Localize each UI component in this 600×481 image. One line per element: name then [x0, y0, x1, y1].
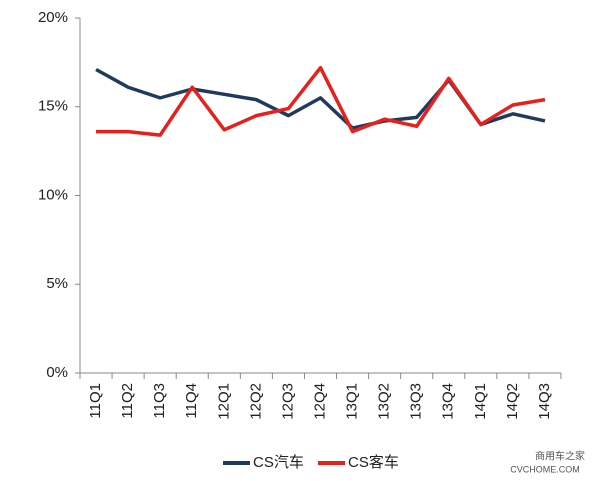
x-tick-label: 12Q3	[279, 383, 296, 420]
y-tick-label: 20%	[38, 9, 68, 26]
y-tick-label: 15%	[38, 98, 68, 115]
x-tick-label: 13Q1	[344, 383, 361, 420]
x-tick-label: 14Q2	[504, 383, 521, 420]
x-tick-label: 13Q3	[408, 383, 425, 420]
x-tick-label: 13Q4	[440, 383, 457, 420]
y-tick-label: 0%	[46, 364, 68, 381]
x-tick-label: 13Q2	[376, 383, 393, 420]
watermark-brand: 商用车之家	[535, 450, 585, 463]
x-tick-label: 12Q4	[311, 383, 328, 420]
legend-label: CS客车	[348, 454, 399, 471]
x-tick-label: 12Q2	[247, 383, 264, 420]
x-tick-label: 14Q3	[536, 383, 553, 420]
legend-label: CS汽车	[253, 454, 304, 471]
y-tick-label: 10%	[38, 186, 68, 203]
x-tick-label: 12Q1	[215, 383, 232, 420]
x-tick-label: 11Q4	[183, 383, 200, 419]
watermark-site: CVCHOME.COM	[510, 464, 580, 474]
x-tick-label: 11Q1	[87, 383, 104, 419]
y-tick-label: 5%	[46, 275, 68, 292]
x-tick-label: 14Q1	[472, 383, 489, 420]
x-tick-label: 11Q3	[151, 383, 168, 419]
series-line	[96, 65, 546, 137]
x-tick-label: 11Q2	[119, 383, 136, 419]
